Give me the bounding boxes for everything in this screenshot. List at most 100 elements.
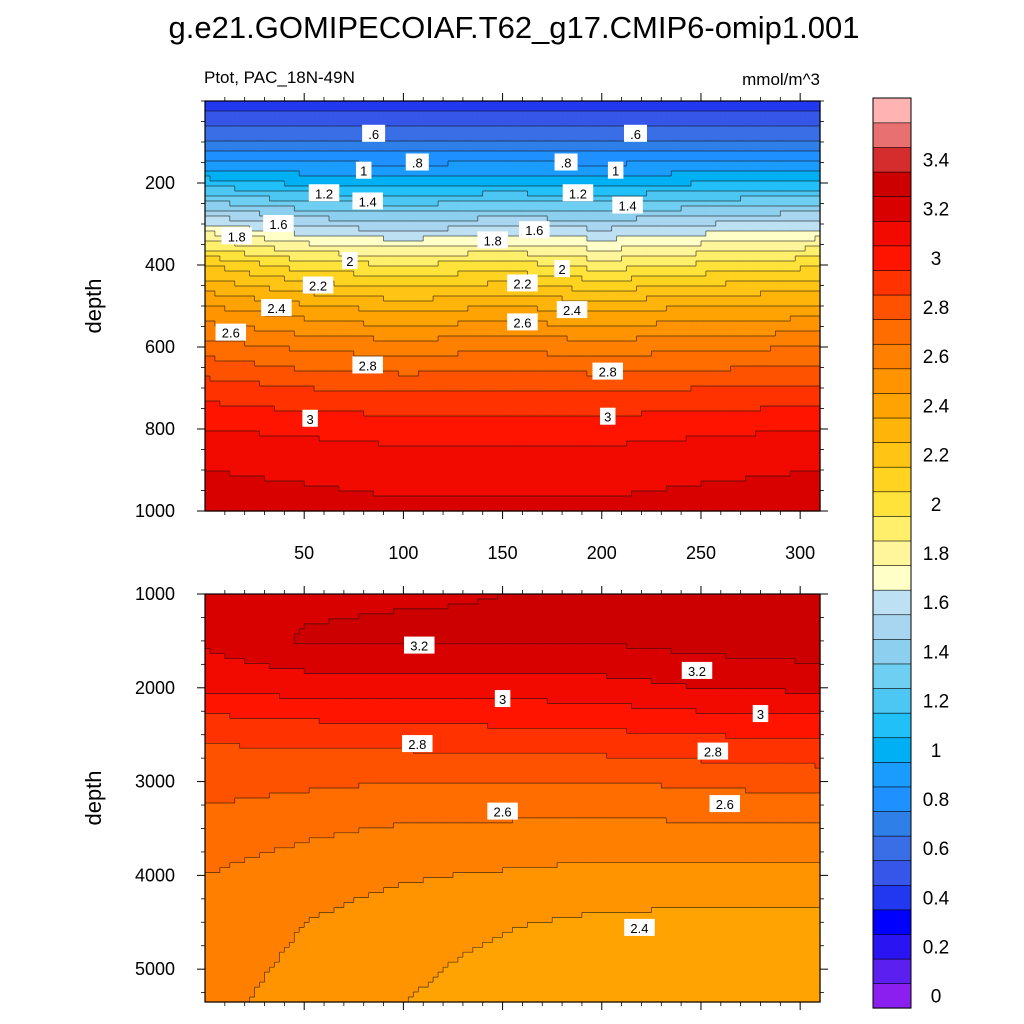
- contour-cell: [731, 151, 737, 157]
- contour-cell: [770, 171, 776, 177]
- contour-cell: [225, 171, 231, 177]
- contour-cell: [438, 261, 444, 267]
- contour-cell: [359, 101, 365, 107]
- contour-cell: [562, 236, 568, 242]
- contour-cell: [408, 211, 414, 217]
- contour-cell: [646, 151, 652, 157]
- contour-cell: [676, 296, 682, 302]
- contour-cell: [205, 291, 211, 297]
- contour-cell: [339, 151, 345, 157]
- contour-cell: [463, 276, 469, 282]
- contour-cell: [587, 156, 593, 162]
- contour-cell: [617, 186, 623, 192]
- contour-cell: [716, 296, 722, 302]
- contour-cell: [428, 141, 434, 147]
- contour-cell: [756, 116, 762, 122]
- contour-cell: [736, 241, 742, 247]
- contour-cell: [587, 201, 593, 207]
- contour-cell: [384, 276, 390, 282]
- contour-cell: [736, 151, 742, 157]
- contour-cell: [612, 241, 618, 247]
- contour-cell: [617, 261, 623, 267]
- contour-cell: [627, 281, 633, 287]
- contour-cell: [453, 266, 459, 272]
- contour-cell: [384, 211, 390, 217]
- contour-cell: [641, 286, 647, 292]
- contour-cell: [527, 116, 533, 122]
- contour-cell: [403, 211, 409, 217]
- contour-cell: [463, 201, 469, 207]
- contour-cell: [785, 116, 791, 122]
- contour-cell: [493, 101, 499, 107]
- contour-cell: [250, 101, 256, 107]
- contour-cell: [646, 141, 652, 147]
- contour-cell: [448, 176, 454, 182]
- contour-cell: [349, 166, 355, 172]
- contour-cell: [453, 201, 459, 207]
- contour-cell: [711, 151, 717, 157]
- contour-cell: [324, 116, 330, 122]
- contour-cell: [686, 131, 692, 137]
- contour-cell: [671, 116, 677, 122]
- contour-cell: [602, 131, 608, 137]
- contour-cell: [632, 281, 638, 287]
- contour-cell: [235, 271, 241, 277]
- contour-cell: [294, 261, 300, 267]
- contour-cell: [542, 141, 548, 147]
- contour-cell: [547, 256, 553, 262]
- contour-cell: [423, 221, 429, 227]
- contour-cell: [245, 286, 251, 292]
- contour-cell: [517, 191, 523, 197]
- contour-cell: [408, 221, 414, 227]
- contour-cell: [706, 241, 712, 247]
- contour-cell: [810, 291, 816, 297]
- contour-cell: [250, 266, 256, 272]
- contour-cell: [274, 131, 280, 137]
- contour-cell: [393, 126, 399, 132]
- contour-cell: [493, 261, 499, 267]
- contour-cell: [646, 266, 652, 272]
- contour-cell: [765, 251, 771, 257]
- contour-cell: [681, 286, 687, 292]
- contour-cell: [636, 246, 642, 252]
- contour-cell: [517, 151, 523, 157]
- contour-cell: [746, 131, 752, 137]
- contour-cell: [443, 141, 449, 147]
- contour-cell: [260, 126, 266, 132]
- contour-cell: [795, 151, 801, 157]
- contour-cell: [319, 111, 325, 117]
- contour-cell: [210, 256, 216, 262]
- contour-cell: [651, 141, 657, 147]
- contour-cell: [760, 251, 766, 257]
- contour-cell: [279, 266, 285, 272]
- contour-cell: [503, 201, 509, 207]
- contour-cell: [656, 296, 662, 302]
- contour-cell: [384, 231, 390, 237]
- contour-cell: [428, 151, 434, 157]
- contour-cell: [731, 141, 737, 147]
- contour-cell: [398, 196, 404, 202]
- contour-cell: [428, 211, 434, 217]
- contour-cell: [622, 246, 628, 252]
- contour-cell: [269, 291, 275, 297]
- contour-cell: [433, 111, 439, 117]
- contour-cell: [403, 116, 409, 122]
- contour-cell: [443, 116, 449, 122]
- contour-cell: [359, 286, 365, 292]
- contour-cell: [508, 111, 514, 117]
- contour-cell: [498, 191, 504, 197]
- contour-cell: [260, 196, 266, 202]
- contour-cell: [696, 171, 702, 177]
- contour-cell: [389, 186, 395, 192]
- contour-cell: [731, 116, 737, 122]
- contour-cell: [389, 286, 395, 292]
- contour-cell: [458, 141, 464, 147]
- contour-cell: [691, 161, 697, 167]
- contour-cell: [344, 226, 350, 232]
- contour-cell: [632, 141, 638, 147]
- contour-cell: [255, 196, 261, 202]
- contour-cell: [775, 251, 781, 257]
- contour-cell: [299, 151, 305, 157]
- contour-cell: [770, 101, 776, 107]
- contour-cell: [517, 201, 523, 207]
